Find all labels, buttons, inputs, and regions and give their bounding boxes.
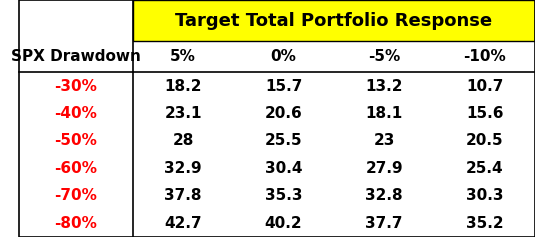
Text: 10.7: 10.7 <box>466 78 503 94</box>
Text: 18.2: 18.2 <box>164 78 202 94</box>
Text: -80%: -80% <box>55 216 97 231</box>
Text: 30.4: 30.4 <box>265 161 302 176</box>
Text: -30%: -30% <box>55 78 97 94</box>
Text: -70%: -70% <box>55 188 97 203</box>
Text: 35.3: 35.3 <box>265 188 302 203</box>
Text: 42.7: 42.7 <box>164 216 202 231</box>
Text: 37.8: 37.8 <box>164 188 202 203</box>
Text: 18.1: 18.1 <box>365 106 403 121</box>
Bar <box>133 0 535 41</box>
Text: -10%: -10% <box>463 49 506 64</box>
Text: 32.8: 32.8 <box>365 188 403 203</box>
Text: 28: 28 <box>172 133 194 148</box>
Text: 27.9: 27.9 <box>365 161 403 176</box>
Text: 13.2: 13.2 <box>365 78 403 94</box>
Text: 30.3: 30.3 <box>466 188 503 203</box>
Text: 32.9: 32.9 <box>164 161 202 176</box>
Text: 23: 23 <box>373 133 395 148</box>
Text: -50%: -50% <box>55 133 97 148</box>
Text: -40%: -40% <box>55 106 97 121</box>
Text: 0%: 0% <box>271 49 296 64</box>
Text: 15.7: 15.7 <box>265 78 302 94</box>
Text: 20.5: 20.5 <box>466 133 503 148</box>
Text: -5%: -5% <box>368 49 400 64</box>
Text: 23.1: 23.1 <box>164 106 202 121</box>
Text: 37.7: 37.7 <box>365 216 403 231</box>
Text: 20.6: 20.6 <box>265 106 302 121</box>
Text: Target Total Portfolio Response: Target Total Portfolio Response <box>175 12 492 30</box>
Text: 5%: 5% <box>170 49 196 64</box>
Text: 15.6: 15.6 <box>466 106 503 121</box>
Text: 25.5: 25.5 <box>265 133 302 148</box>
Text: 40.2: 40.2 <box>265 216 302 231</box>
Text: SPX Drawdown: SPX Drawdown <box>11 49 141 64</box>
Text: 35.2: 35.2 <box>466 216 503 231</box>
Text: -60%: -60% <box>55 161 97 176</box>
Text: 25.4: 25.4 <box>466 161 503 176</box>
